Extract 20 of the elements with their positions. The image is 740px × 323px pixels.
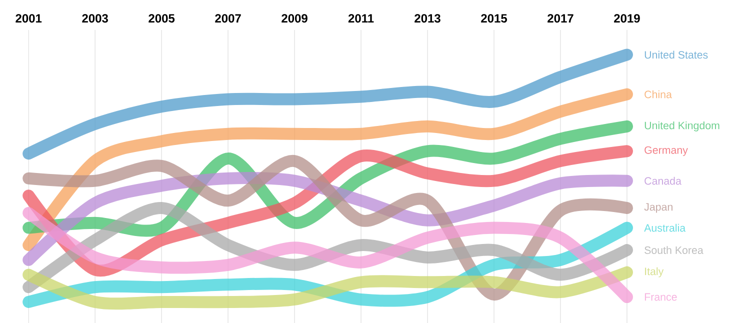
x-tick-label: 2017 [548,14,574,23]
x-tick-label: 2011 [348,14,374,23]
x-tick-label: 2007 [215,14,241,23]
series-label: United States [644,50,708,59]
x-tick-label: 2019 [614,14,640,23]
series-label: United Kingdom [644,121,720,132]
x-tick-label: 2003 [82,14,108,23]
x-tick-label: 2005 [148,14,175,23]
series-label: Japan [644,203,672,213]
x-tick-label: 2013 [414,14,440,23]
series-label: France [644,293,677,301]
x-tick-label: 2009 [282,14,308,23]
x-tick-label: 2015 [481,14,508,23]
series-label: Canada [644,176,682,185]
series-label: South Korea [644,246,704,254]
series-label: China [644,90,672,98]
x-tick-label: 2001 [16,14,42,23]
series-label: Germany [644,146,688,156]
series-label: Italy [645,267,664,278]
series-label: Australia [644,224,686,232]
